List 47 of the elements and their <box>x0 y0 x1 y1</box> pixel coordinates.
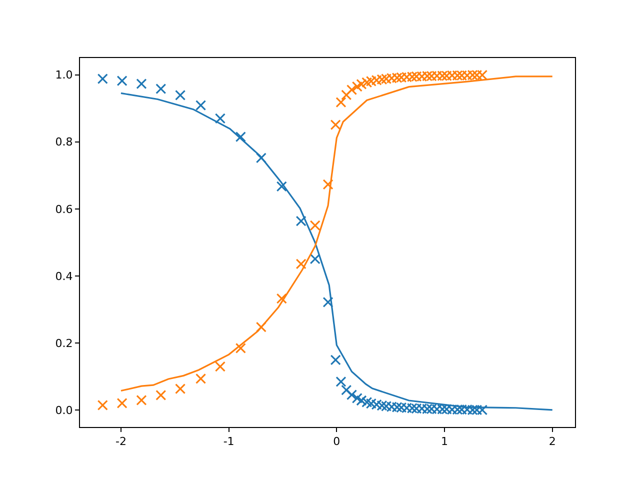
point <box>341 384 352 396</box>
x-tick-label: 0 <box>333 435 340 448</box>
y-tick-label: 0.8 <box>55 136 73 149</box>
y-tick-label: 0.2 <box>55 336 73 350</box>
point <box>322 296 334 308</box>
point <box>322 179 334 190</box>
point <box>352 81 362 92</box>
point <box>336 96 346 108</box>
point <box>97 400 108 410</box>
point <box>116 76 128 86</box>
point <box>156 390 166 400</box>
point <box>296 216 306 226</box>
point <box>310 254 320 264</box>
point <box>296 258 306 270</box>
point <box>174 90 186 101</box>
y-tick-label: 1.0 <box>55 68 73 82</box>
point <box>174 383 186 394</box>
point <box>195 373 206 384</box>
point <box>97 74 108 84</box>
y-tick-label: 0.6 <box>55 202 73 216</box>
point <box>136 394 147 406</box>
point <box>310 220 320 231</box>
point <box>336 376 346 388</box>
point <box>195 100 206 111</box>
x-tick-label: -1 <box>223 435 234 448</box>
y-tick-label: 0.0 <box>55 404 73 418</box>
point <box>346 84 358 96</box>
point <box>341 90 352 100</box>
point <box>330 354 341 366</box>
point <box>256 152 266 164</box>
x-tick-label: 2 <box>548 435 556 448</box>
point <box>214 361 226 372</box>
point <box>346 390 358 400</box>
x-tick-label: 1 <box>441 435 448 448</box>
point <box>352 392 362 404</box>
point <box>276 293 287 304</box>
point <box>156 84 166 94</box>
point <box>235 342 246 354</box>
point <box>214 113 226 124</box>
point <box>235 132 246 142</box>
point <box>136 78 147 90</box>
x-tick-label: -2 <box>115 435 126 448</box>
point <box>330 119 341 130</box>
y-tick-label: 0.4 <box>55 270 73 283</box>
point <box>116 398 128 408</box>
point <box>256 322 266 332</box>
point <box>276 181 287 192</box>
